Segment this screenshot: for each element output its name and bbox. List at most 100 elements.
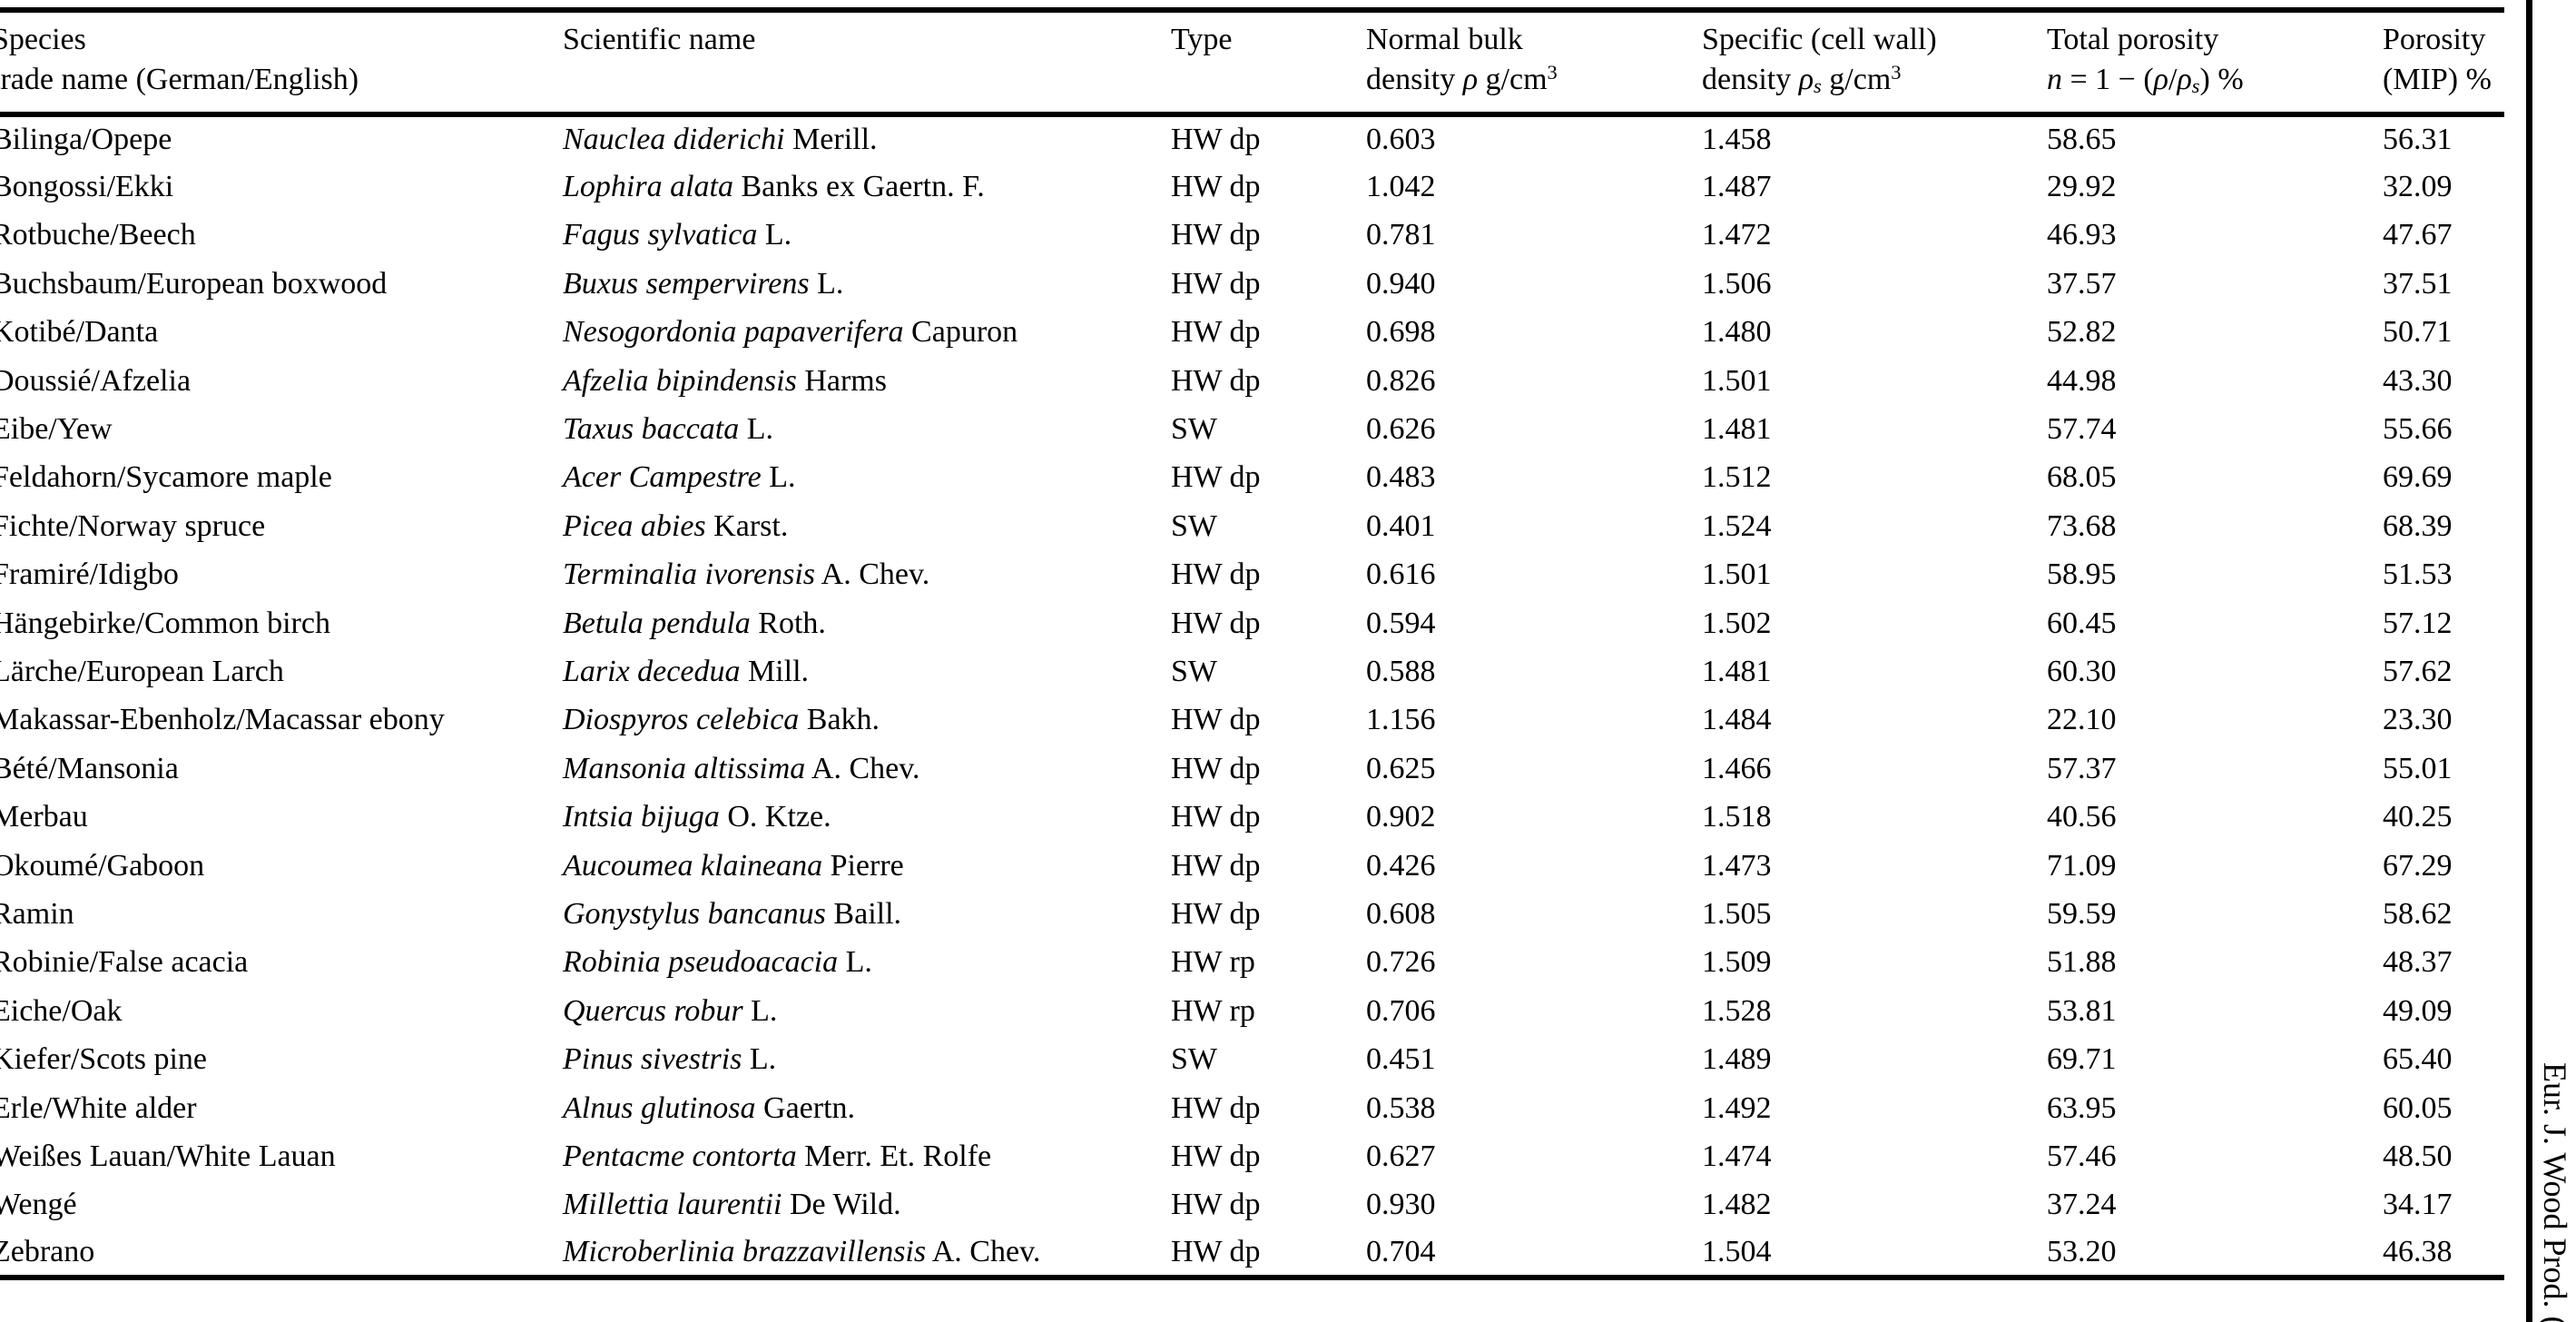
cell-mip-porosity: 67.29 bbox=[2383, 848, 2453, 883]
scientific-name-latin: Betula pendula bbox=[563, 606, 751, 640]
cell-mip-porosity: 55.01 bbox=[2383, 751, 2453, 785]
table-row: Erle/White alder Alnus glutinosa Gaertn.… bbox=[0, 1084, 2504, 1132]
table-row: Hängebirke/Common birch Betula pendula R… bbox=[0, 599, 2504, 647]
scientific-name-latin: Buxus sempervirens bbox=[563, 266, 810, 301]
scientific-name-authority: L. bbox=[742, 993, 778, 1028]
cell-type: HW dp bbox=[1171, 848, 1261, 883]
header-cellwall-line2: density ρs g/cm3 bbox=[1702, 60, 2047, 103]
cell-type: SW bbox=[1171, 412, 1217, 447]
rho-s-subscript: s bbox=[1814, 74, 1822, 97]
formula-rho2: ρ bbox=[2177, 63, 2192, 96]
cell-mip-porosity: 50.71 bbox=[2383, 315, 2453, 350]
scientific-name-latin: Afzelia bipindensis bbox=[563, 363, 797, 398]
cell-type: HW dp bbox=[1171, 1139, 1261, 1173]
cell-scientific-name: Nesogordonia papaverifera Capuron bbox=[563, 309, 1171, 357]
col-header-mip-porosity: Porosity (MIP) % bbox=[2383, 10, 2504, 117]
cell-scientific-name: Microberlinia brazzavillensis A. Chev. bbox=[563, 1229, 1171, 1278]
cell-total-porosity: 63.95 bbox=[2047, 1090, 2117, 1125]
cell-scientific-name: Nauclea diderichi Merill. bbox=[563, 114, 1171, 163]
scientific-name-latin: Millettia laurentii bbox=[563, 1188, 782, 1222]
table-row: Weißes Lauan/White Lauan Pentacme contor… bbox=[0, 1132, 2504, 1180]
cell-scientific-name: Robinia pseudoacacia L. bbox=[563, 939, 1171, 987]
scientific-name-authority: Karst. bbox=[705, 508, 789, 543]
cell-cellwall-density: 1.466 bbox=[1702, 751, 1772, 785]
cell-scientific-name: Taxus baccata L. bbox=[563, 405, 1171, 453]
wood-species-table-area: Species trade name (German/English) Scie… bbox=[0, 7, 2504, 1281]
scientific-name-latin: Robinia pseudoacacia bbox=[563, 945, 839, 980]
cell-trade-name: Wengé bbox=[0, 1188, 77, 1222]
cell-trade-name: Framiré/Idigbo bbox=[0, 557, 179, 592]
header-species-line1: Species bbox=[0, 23, 86, 56]
cell-trade-name: Robinie/False acacia bbox=[0, 945, 249, 980]
cell-scientific-name: Pentacme contorta Merr. Et. Rolfe bbox=[563, 1132, 1171, 1180]
cell-total-porosity: 37.24 bbox=[2047, 1188, 2117, 1222]
header-cellwall-unit: g/cm bbox=[1821, 63, 1892, 96]
scientific-name-latin: Nesogordonia papaverifera bbox=[563, 315, 904, 350]
cell-trade-name: Fichte/Norway spruce bbox=[0, 508, 266, 543]
cell-total-porosity: 51.88 bbox=[2047, 945, 2117, 980]
col-header-total-porosity: Total porosity n = 1 − (ρ/ρs) % bbox=[2047, 10, 2383, 117]
cell-cellwall-density: 1.524 bbox=[1702, 508, 1772, 543]
formula-rho1: ρ bbox=[2153, 63, 2168, 96]
scientific-name-authority: L. bbox=[761, 460, 796, 495]
scientific-name-authority: Roth. bbox=[750, 606, 826, 640]
table-row: Rotbuche/Beech Fagus sylvatica L. HW dp … bbox=[0, 212, 2504, 260]
scientific-name-latin: Taxus baccata bbox=[563, 412, 740, 447]
cell-scientific-name: Terminalia ivorensis A. Chev. bbox=[563, 551, 1171, 599]
cell-bulk-density: 0.608 bbox=[1366, 896, 1436, 931]
cell-total-porosity: 22.10 bbox=[2047, 703, 2117, 737]
cell-trade-name: Rotbuche/Beech bbox=[0, 218, 196, 252]
scientific-name-latin: Larix decedua bbox=[563, 654, 741, 688]
cell-bulk-density: 0.588 bbox=[1366, 654, 1436, 688]
cell-cellwall-density: 1.489 bbox=[1702, 1042, 1772, 1077]
table-row: Bongossi/Ekki Lophira alata Banks ex Gae… bbox=[0, 163, 2504, 211]
formula-n: n bbox=[2047, 63, 2062, 96]
scientific-name-latin: Pentacme contorta bbox=[563, 1139, 797, 1173]
scientific-name-authority: Merill. bbox=[784, 123, 878, 157]
cell-bulk-density: 0.483 bbox=[1366, 460, 1436, 495]
cell-scientific-name: Fagus sylvatica L. bbox=[563, 212, 1171, 260]
scientific-name-authority: Pierre bbox=[822, 848, 904, 883]
cell-bulk-density: 0.603 bbox=[1366, 123, 1436, 157]
table-row: Eiche/Oak Quercus robur L. HW rp 0.706 1… bbox=[0, 987, 2504, 1035]
header-porosity-formula: n = 1 − (ρ/ρs) % bbox=[2047, 60, 2383, 103]
cell-trade-name: Okoumé/Gaboon bbox=[0, 848, 205, 883]
table-row: Ramin Gonystylus bancanus Baill. HW dp 0… bbox=[0, 890, 2504, 938]
table-row: Buchsbaum/European boxwood Buxus semperv… bbox=[0, 260, 2504, 308]
cell-bulk-density: 0.627 bbox=[1366, 1139, 1436, 1173]
cell-type: HW dp bbox=[1171, 315, 1261, 350]
cell-scientific-name: Intsia bijuga O. Ktze. bbox=[563, 793, 1171, 841]
cell-cellwall-density: 1.480 bbox=[1702, 315, 1772, 350]
cell-type: HW dp bbox=[1171, 606, 1261, 640]
cell-trade-name: Erle/White alder bbox=[0, 1090, 197, 1125]
cell-type: HW rp bbox=[1171, 945, 1255, 980]
scientific-name-authority: L. bbox=[838, 945, 872, 980]
header-bulk-unit: g/cm bbox=[1478, 63, 1548, 96]
table-row: Fichte/Norway spruce Picea abies Karst. … bbox=[0, 502, 2504, 550]
cell-cellwall-density: 1.512 bbox=[1702, 460, 1772, 495]
scientific-name-latin: Acer Campestre bbox=[563, 460, 762, 495]
cell-scientific-name: Lophira alata Banks ex Gaertn. F. bbox=[563, 163, 1171, 211]
cell-type: HW dp bbox=[1171, 363, 1261, 398]
scientific-name-authority: Bakh. bbox=[799, 703, 880, 737]
table-row: Robinie/False acacia Robinia pseudoacaci… bbox=[0, 939, 2504, 987]
cell-scientific-name: Acer Campestre L. bbox=[563, 454, 1171, 502]
cell-type: HW dp bbox=[1171, 460, 1261, 495]
cell-type: HW dp bbox=[1171, 170, 1261, 204]
header-bulk-density-word: density bbox=[1366, 63, 1463, 96]
cell-total-porosity: 60.45 bbox=[2047, 606, 2117, 640]
header-species-line2: trade name (German/English) bbox=[0, 63, 359, 96]
scientific-name-authority: Merr. Et. Rolfe bbox=[796, 1139, 992, 1173]
table-row: Bété/Mansonia Mansonia altissima A. Chev… bbox=[0, 745, 2504, 793]
cell-cellwall-density: 1.504 bbox=[1702, 1235, 1772, 1269]
cell-total-porosity: 53.81 bbox=[2047, 993, 2117, 1028]
cell-mip-porosity: 60.05 bbox=[2383, 1090, 2453, 1125]
formula-slash: / bbox=[2168, 63, 2178, 96]
scientific-name-latin: Alnus glutinosa bbox=[563, 1090, 756, 1125]
table-header: Species trade name (German/English) Scie… bbox=[0, 10, 2504, 117]
cell-trade-name: Zebrano bbox=[0, 1235, 95, 1269]
scientific-name-latin: Terminalia ivorensis bbox=[563, 557, 816, 592]
cell-cellwall-density: 1.472 bbox=[1702, 218, 1772, 252]
cell-scientific-name: Millettia laurentii De Wild. bbox=[563, 1181, 1171, 1229]
scientific-name-authority: L. bbox=[809, 266, 844, 301]
